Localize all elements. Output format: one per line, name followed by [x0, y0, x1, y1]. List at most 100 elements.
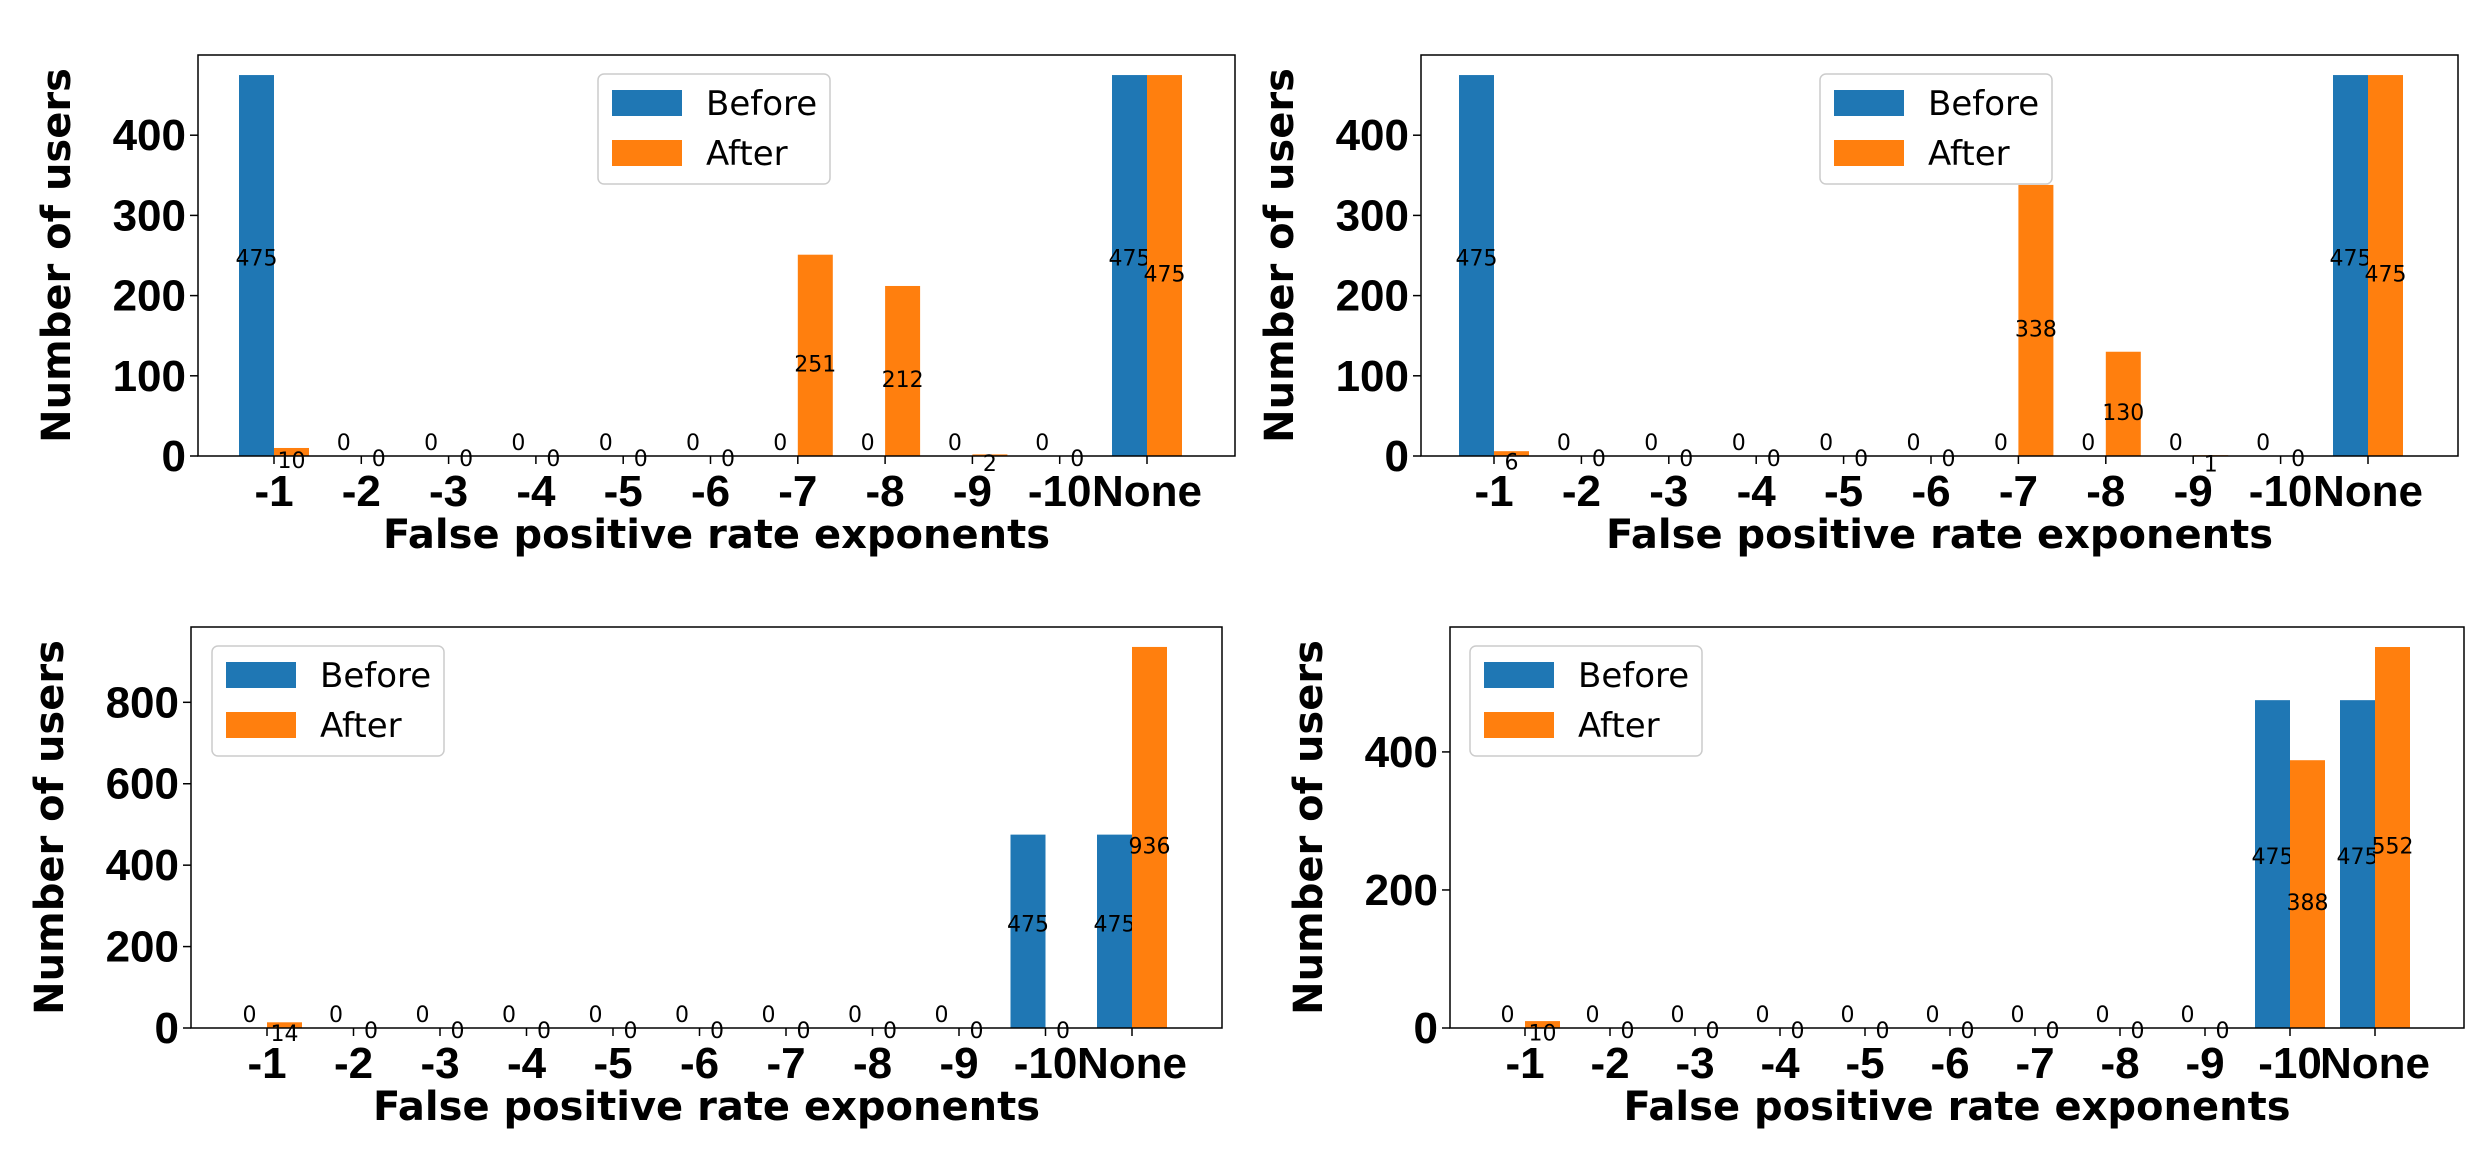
data-label-after--6: 0 [1961, 1019, 1975, 1044]
legend: Before After [1819, 73, 2053, 185]
legend-swatch-before [1484, 662, 1554, 688]
y-axis-label: Number of users [34, 68, 80, 443]
x-tick-label: -9 [939, 1039, 978, 1088]
x-tick-label: -5 [1845, 1039, 1884, 1088]
bar-before-None [2340, 700, 2375, 1028]
data-label-after--4: 0 [537, 1019, 551, 1044]
data-label-before--3: 0 [424, 431, 438, 456]
legend: Before After [1469, 645, 1703, 757]
y-tick-label: 300 [113, 191, 186, 240]
data-label-before-None: 475 [1094, 912, 1136, 937]
data-label-before--1: 475 [236, 247, 278, 272]
bar-before--10 [1010, 834, 1046, 1028]
x-tick-label: -1 [1474, 467, 1513, 516]
bar-before-None [1112, 75, 1147, 457]
data-label-after--2: 0 [372, 447, 386, 472]
data-label-after--10: 0 [1056, 1019, 1070, 1044]
data-label-before--3: 0 [416, 1003, 430, 1028]
legend-swatch-after [612, 140, 682, 166]
plot-frame [197, 54, 1236, 457]
data-label-after--10: 0 [2291, 447, 2305, 472]
bar-after--9 [972, 454, 1008, 456]
x-tick-label: -5 [604, 467, 643, 516]
data-label-before--10: 0 [2256, 431, 2270, 456]
data-label-after-None: 475 [2365, 263, 2407, 288]
legend-label-before: Before [320, 656, 431, 696]
y-tick-label: 100 [113, 352, 186, 401]
bar-after--1 [267, 1022, 302, 1028]
x-tick-label: -2 [334, 1039, 373, 1088]
x-tick-label: -6 [1911, 467, 1950, 516]
data-label-before--3: 0 [1671, 1003, 1685, 1028]
y-axis-label: Number of users [27, 640, 73, 1015]
x-tick-label: -5 [593, 1039, 632, 1088]
data-label-before--4: 0 [1756, 1003, 1770, 1028]
data-label-before--9: 0 [2181, 1003, 2195, 1028]
x-tick-label: -8 [866, 467, 905, 516]
bar-after-None [1147, 75, 1182, 457]
x-tick-label: -2 [1562, 467, 1601, 516]
x-tick-label: -7 [766, 1039, 805, 1088]
x-tick-label: -9 [953, 467, 992, 516]
data-label-after--9: 0 [2216, 1019, 2230, 1044]
data-label-after--6: 0 [710, 1019, 724, 1044]
data-label-after--4: 0 [1791, 1019, 1805, 1044]
y-tick-label: 200 [1365, 866, 1438, 915]
data-label-before--8: 0 [848, 1003, 862, 1028]
x-tick-label: -6 [691, 467, 730, 516]
x-tick-label: -10 [2249, 467, 2313, 516]
data-label-after--7: 0 [2046, 1019, 2060, 1044]
legend-label-before: Before [1928, 84, 2039, 124]
data-label-after--1: 14 [271, 1022, 299, 1047]
bar-after-None [2368, 75, 2403, 457]
bar-before--10 [2255, 700, 2290, 1028]
data-label-after--9: 2 [983, 452, 997, 477]
x-tick-label: -3 [1649, 467, 1688, 516]
data-label-after--5: 0 [634, 447, 648, 472]
plot-frame [1420, 54, 2459, 457]
data-label-after--8: 130 [2102, 401, 2144, 426]
bar-before--1 [1459, 75, 1494, 457]
legend-label-after: After [320, 706, 402, 746]
x-tick-label: -7 [2015, 1039, 2054, 1088]
bar-before-None [2333, 75, 2368, 457]
y-axis-label: Number of users [1286, 640, 1332, 1015]
data-label-before--8: 0 [2096, 1003, 2110, 1028]
y-tick-label: 300 [1336, 191, 1409, 240]
y-tick-label: 200 [113, 272, 186, 321]
x-tick-label: -3 [1675, 1039, 1714, 1088]
data-label-before--1: 0 [1501, 1003, 1515, 1028]
y-axis-label: Number of users [1257, 68, 1303, 443]
data-label-before--4: 0 [511, 431, 525, 456]
data-label-before--9: 0 [935, 1003, 949, 1028]
y-tick-label: 200 [1336, 272, 1409, 321]
x-tick-label: -3 [420, 1039, 459, 1088]
data-label-before-None: 475 [2337, 845, 2379, 870]
x-tick-label: -7 [1999, 467, 2038, 516]
y-tick-label: 100 [1336, 352, 1409, 401]
y-tick-label: 0 [1414, 1004, 1438, 1053]
data-label-after--7: 251 [794, 352, 836, 377]
x-axis-label: False positive rate exponents [1606, 512, 2273, 558]
data-label-after--2: 0 [1592, 447, 1606, 472]
y-tick-label: 600 [106, 760, 179, 809]
x-tick-label: -3 [429, 467, 468, 516]
data-label-before--5: 0 [1841, 1003, 1855, 1028]
data-label-before--5: 0 [599, 431, 613, 456]
data-label-after--10: 0 [1070, 447, 1084, 472]
x-tick-label: -6 [680, 1039, 719, 1088]
bar-after--8 [885, 285, 921, 456]
x-axis-label: False positive rate exponents [383, 512, 1050, 558]
x-tick-label: -10 [1014, 1039, 1078, 1088]
data-label-before--4: 0 [502, 1003, 516, 1028]
y-tick-label: 400 [113, 111, 186, 160]
data-label-before--10: 475 [1007, 912, 1049, 937]
y-tick-label: 400 [1365, 728, 1438, 777]
data-label-after--3: 0 [451, 1019, 465, 1044]
data-label-before--3: 0 [1644, 431, 1658, 456]
x-tick-label: None [1092, 467, 1202, 516]
data-label-before--2: 0 [1586, 1003, 1600, 1028]
y-tick-label: 400 [1336, 111, 1409, 160]
legend-swatch-before [1834, 90, 1904, 116]
